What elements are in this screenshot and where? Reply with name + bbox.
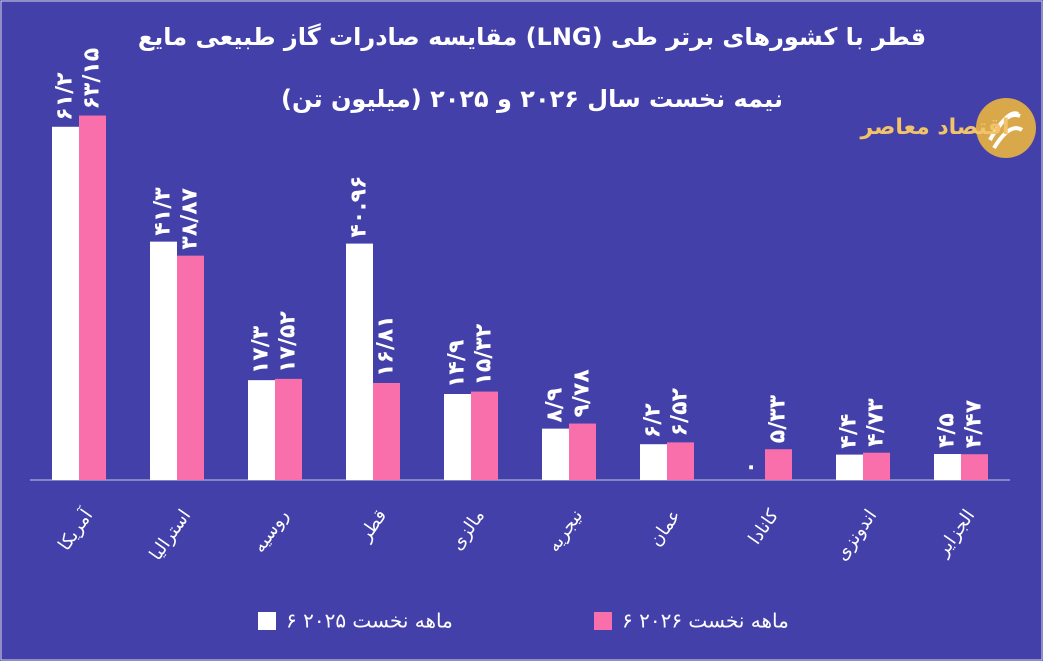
bar	[444, 394, 471, 480]
value-label: ۴/۴۷	[962, 399, 987, 448]
value-label: ۱۶/۸۱	[374, 315, 399, 377]
logo-circle	[976, 98, 1036, 158]
value-label: ۶۳/۱۵	[80, 48, 105, 110]
bar	[640, 444, 667, 480]
value-label: ۶۱/۲	[53, 72, 78, 121]
bar	[667, 442, 694, 480]
chart-title: مقایسه صادرات گاز طبیعی مایع (LNG) قطر ب…	[138, 23, 926, 51]
legend-label: ۶ ماهه نخست ۲۰۲۶	[622, 609, 789, 633]
value-label: ۴۱/۳	[151, 187, 176, 236]
bar	[248, 380, 275, 480]
value-label: ۶/۵۲	[668, 387, 693, 436]
value-label: ۴۰.۹۶	[347, 176, 372, 238]
logo: اقتصاد معاصر	[859, 98, 1036, 158]
value-label: ۹/۷۸	[570, 369, 595, 418]
logo-mark	[988, 111, 1024, 150]
legend-swatch	[258, 612, 276, 630]
value-label: ۵/۳۳	[766, 394, 791, 443]
bar	[934, 454, 961, 480]
legend-swatch	[594, 612, 612, 630]
bar	[471, 391, 498, 480]
value-label: ۱۵/۳۲	[472, 323, 497, 385]
value-label: ۴/۷۳	[864, 398, 889, 447]
bar	[150, 241, 177, 480]
value-label: ۳۸/۸۷	[178, 187, 203, 249]
value-label: ۴/۴	[837, 414, 862, 449]
bar	[961, 454, 988, 480]
bar	[542, 428, 569, 480]
bar	[836, 454, 863, 480]
value-label: ۰	[739, 461, 764, 474]
bar	[373, 382, 400, 480]
bar	[765, 449, 792, 480]
bar	[569, 423, 596, 480]
legend-label: ۶ ماهه نخست ۲۰۲۵	[286, 609, 453, 633]
value-label: ۱۴/۹	[445, 340, 470, 388]
chart-subtitle: نیمه نخست سال ۲۰۲۶ و ۲۰۲۵ (میلیون تن)	[281, 85, 783, 113]
value-label: ۴/۵	[935, 413, 960, 448]
value-label: ۱۷/۳	[249, 325, 274, 374]
logo-text: اقتصاد معاصر	[859, 115, 1009, 140]
value-label: ۸/۹	[543, 388, 568, 423]
value-label: ۶/۲	[641, 403, 666, 438]
bar	[177, 255, 204, 480]
bar	[275, 378, 302, 480]
value-label: ۱۷/۵۲	[276, 311, 301, 373]
bar	[863, 452, 890, 480]
bar	[52, 126, 79, 480]
bar	[346, 243, 373, 480]
bar	[79, 115, 106, 480]
